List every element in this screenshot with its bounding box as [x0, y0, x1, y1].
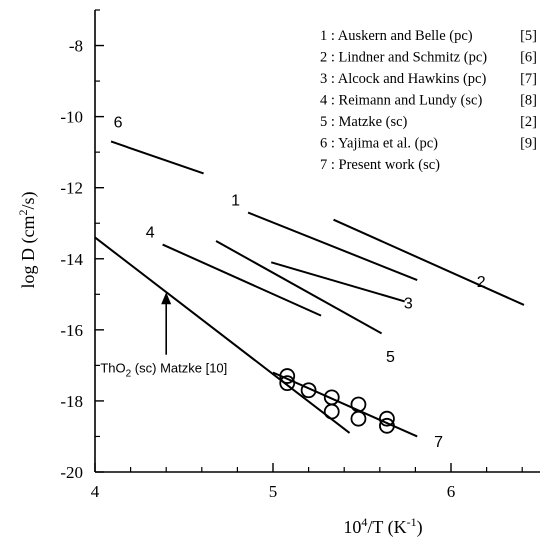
- series-label-1: 1: [231, 192, 240, 209]
- series-line-6: [110, 140, 204, 175]
- y-tick-label: -14: [60, 250, 83, 269]
- legend-ref-1: [5]: [520, 28, 537, 44]
- legend-ref-3: [7]: [520, 71, 537, 87]
- series-line-2: [333, 218, 525, 306]
- present-work-points: [279, 368, 395, 434]
- y-tick-label: -18: [60, 392, 83, 411]
- x-tick-label: 6: [447, 482, 456, 501]
- legend-entry-5: 5 : Matzke (sc): [320, 114, 408, 130]
- series-label-5: 5: [386, 349, 395, 366]
- legend-ref-2: [6]: [520, 50, 537, 66]
- series-label-4: 4: [146, 224, 155, 241]
- data-point-circle: [279, 375, 296, 392]
- annotation: ThO2 (sc) Matzke [10]: [100, 292, 227, 379]
- legend: 1 : Auskern and Belle (pc) [5] 2 : Lindner…: [320, 28, 537, 173]
- x-tick-label: 4: [91, 482, 100, 501]
- data-point-circle: [350, 410, 367, 427]
- y-tick-label: -12: [60, 179, 83, 198]
- annotation-arrow-head: [161, 292, 172, 305]
- series-labels: 1 2 3 4 5 6 7: [114, 114, 486, 451]
- legend-entry-2: 2 : Lindner and Schmitz (pc): [320, 50, 487, 66]
- legend-ref-6: [9]: [520, 136, 537, 152]
- data-point-circle: [379, 410, 395, 427]
- legend-ref-5: [2]: [520, 114, 537, 130]
- series-label-6: 6: [114, 114, 123, 131]
- legend-entry-3: 3 : Alcock and Hawkins (pc): [320, 71, 486, 87]
- y-axis-label: log D (cm2/s): [16, 192, 39, 289]
- series-line-3: [270, 261, 406, 303]
- plot-frame: [94, 10, 540, 473]
- data-point-circle: [279, 368, 296, 384]
- series-line-1: [247, 211, 418, 282]
- series-lines: [94, 140, 525, 438]
- annotation-text: ThO2 (sc) Matzke [10]: [100, 360, 227, 379]
- legend-entry-4: 4 : Reimann and Lundy (sc): [320, 93, 482, 109]
- legend-entry-7: 7 : Present work (sc): [320, 157, 440, 173]
- x-axis-label: 104/T (K-1): [343, 515, 422, 538]
- data-point-circle: [379, 417, 395, 434]
- series-line-5: [215, 240, 383, 335]
- series-label-3: 3: [404, 296, 413, 313]
- series-label-7: 7: [434, 434, 443, 451]
- data-point-circle: [300, 382, 317, 399]
- legend-entry-1: 1 : Auskern and Belle (pc): [320, 28, 473, 44]
- data-point-circle: [323, 403, 340, 420]
- y-tick-label: -16: [60, 321, 83, 340]
- y-tick-label: -10: [60, 108, 83, 127]
- y-tick-label: -8: [69, 37, 83, 56]
- legend-entry-6: 6 : Yajima et al. (pc): [320, 136, 438, 152]
- x-tick-label: 5: [269, 482, 278, 501]
- legend-ref-4: [8]: [520, 93, 537, 109]
- axis-ticks: 4 5 6 -20 -18 -16 -14 -12 -10 -8: [60, 9, 523, 501]
- series-line-4: [162, 243, 322, 317]
- series-label-2: 2: [477, 274, 486, 291]
- y-tick-label: -20: [60, 463, 83, 482]
- series-line-tho2: [94, 236, 351, 434]
